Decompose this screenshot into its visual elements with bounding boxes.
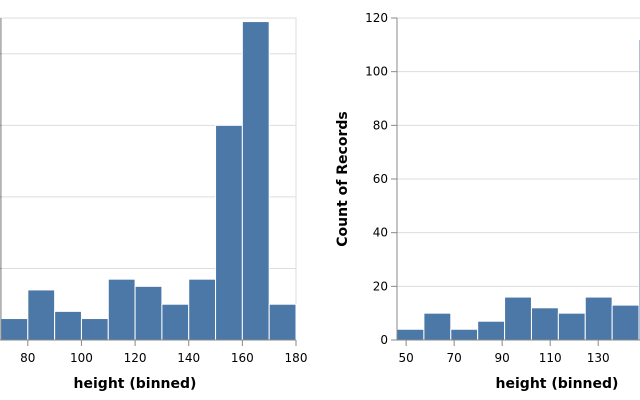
x-tick-label: 50	[398, 351, 413, 365]
x-axis-title: height (binned)	[496, 376, 619, 392]
y-tick-label: 100	[365, 65, 388, 79]
bar	[0, 318, 29, 341]
x-tick-label: 160	[231, 351, 254, 365]
bar	[241, 21, 270, 341]
bar	[134, 285, 163, 341]
x-tick-label: 90	[495, 351, 510, 365]
x-tick-label: 110	[539, 351, 562, 365]
bar	[477, 320, 506, 341]
bar	[161, 303, 190, 341]
bar	[396, 328, 425, 341]
x-tick-label: 100	[70, 351, 93, 365]
y-tick-label: 0	[380, 333, 388, 347]
bar	[268, 303, 297, 341]
y-tick-label: 20	[373, 279, 388, 293]
y-tick-label: 40	[373, 226, 388, 240]
bar	[584, 296, 613, 341]
bar	[107, 278, 136, 341]
y-tick-label: 120	[365, 11, 388, 25]
bar	[423, 312, 452, 341]
bar	[188, 278, 217, 341]
bar	[530, 307, 559, 341]
x-tick-label: 80	[20, 351, 35, 365]
bar	[215, 124, 243, 341]
bar	[557, 312, 586, 341]
x-axis-title: height (binned)	[74, 376, 197, 392]
bar	[80, 318, 109, 341]
bar	[504, 296, 532, 341]
x-tick-label: 140	[177, 351, 200, 365]
bar	[27, 289, 56, 341]
y-tick-label: 80	[373, 118, 388, 132]
x-tick-label: 70	[447, 351, 462, 365]
y-tick-label: 60	[373, 172, 388, 186]
x-tick-label: 120	[124, 351, 147, 365]
x-tick-label: 180	[285, 351, 308, 365]
y-axis-title: Count of Records	[335, 111, 351, 246]
bar	[450, 328, 479, 341]
x-tick-label: 130	[587, 351, 610, 365]
bar	[611, 304, 640, 341]
bar	[54, 310, 82, 341]
